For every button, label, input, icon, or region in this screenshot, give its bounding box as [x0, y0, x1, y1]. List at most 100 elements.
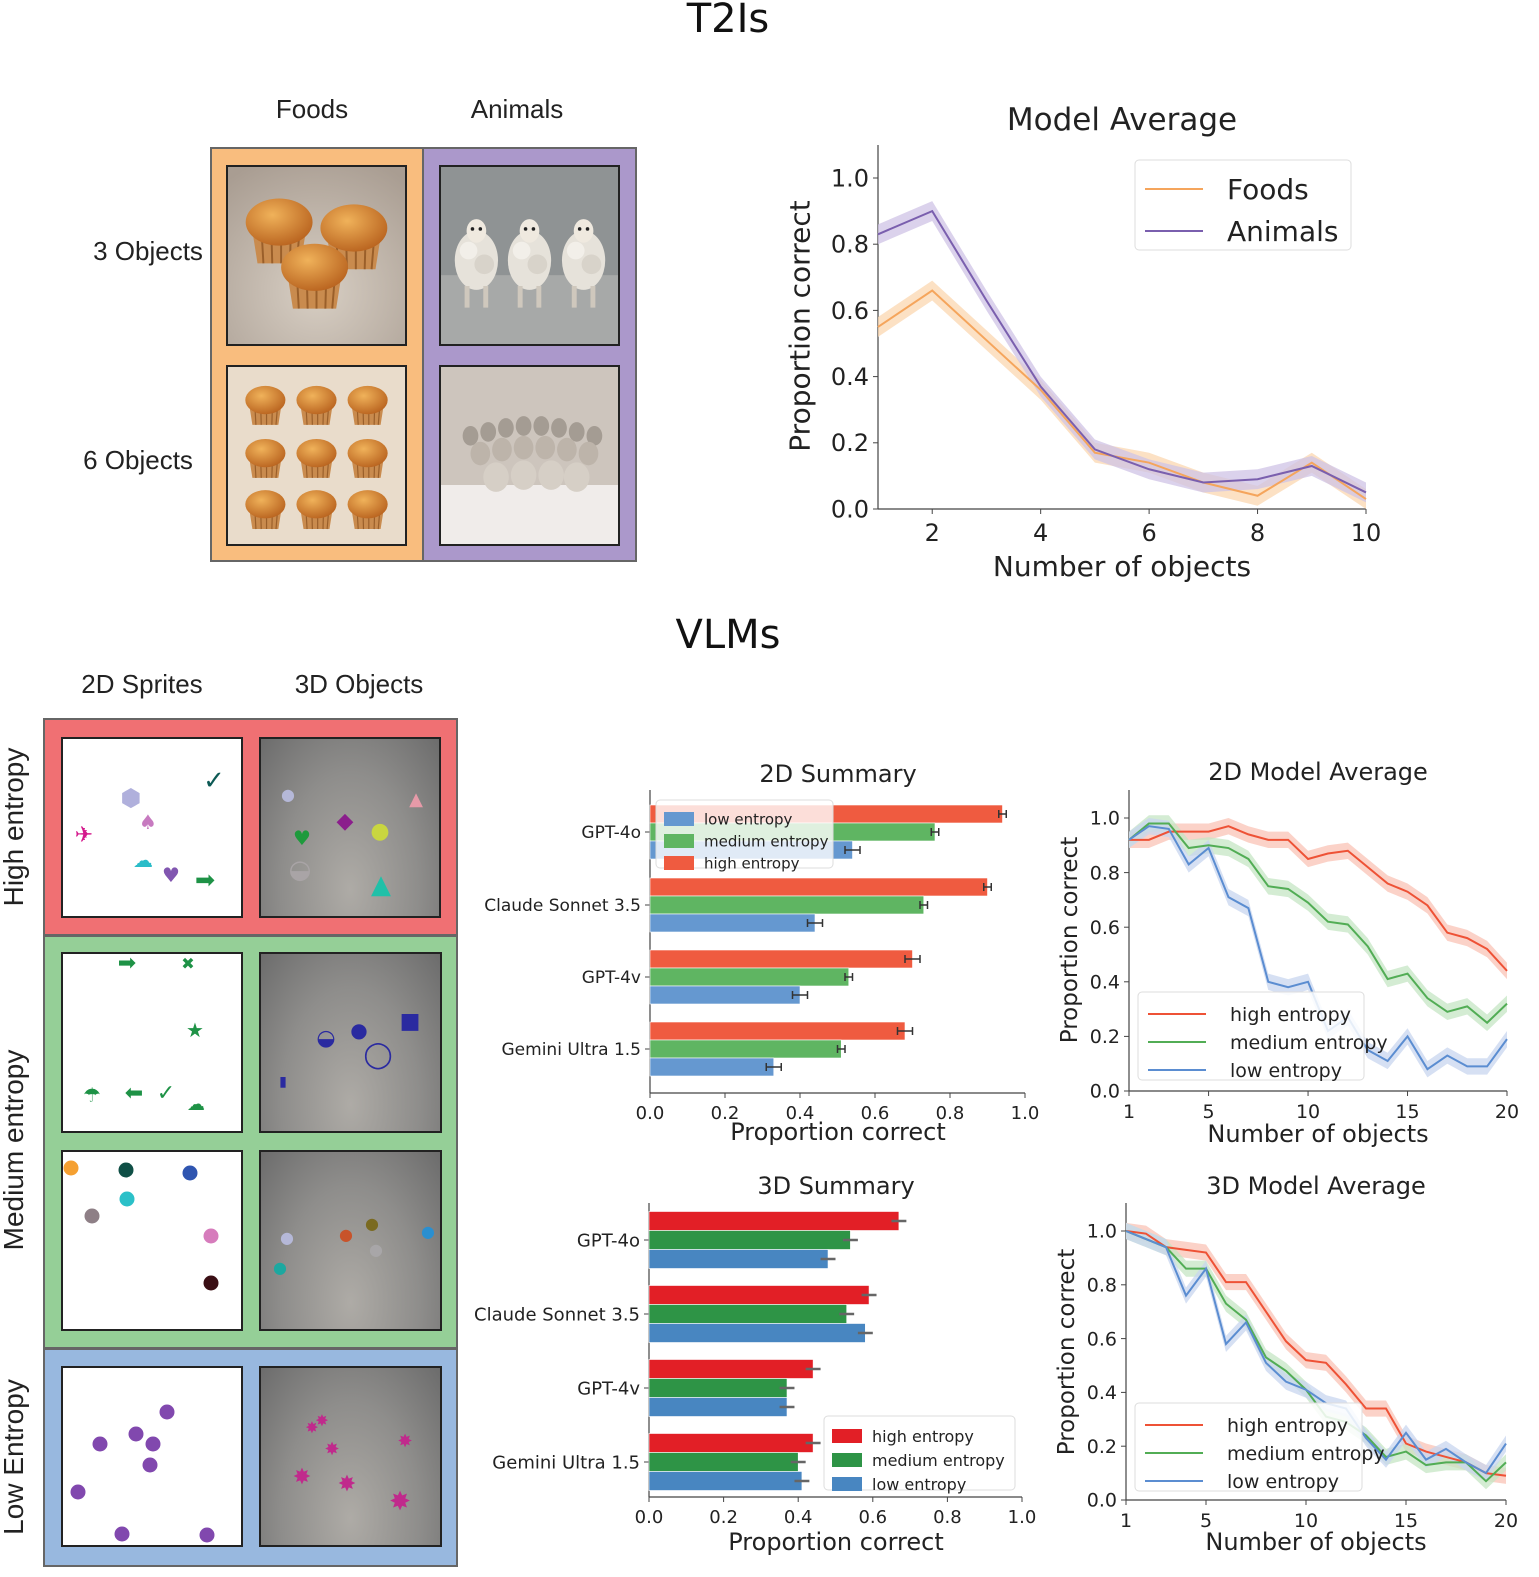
y-tick-label: 0.2 [1090, 1026, 1120, 1048]
low-entropy-2d-image [61, 1366, 243, 1547]
vlm-section-title: VLMs [675, 612, 781, 658]
rocket-object: ▲ [409, 789, 423, 810]
category-label: Claude Sonnet 3.5 [474, 1304, 640, 1325]
x-axis-label: Number of objects [992, 550, 1252, 583]
torus-object: ◯ [363, 1040, 393, 1070]
x-axis-label: Number of objects [1205, 1528, 1427, 1556]
bar [649, 1057, 775, 1077]
cone-object: ▲ [371, 870, 391, 900]
category-label: GPT-4o [577, 1230, 640, 1251]
dot [159, 1404, 175, 1420]
three-muffins-image [226, 165, 407, 346]
legend-label: medium entropy [704, 832, 829, 850]
y-tick-label: 0.2 [1087, 1436, 1117, 1458]
dot [203, 1275, 219, 1291]
dot [199, 1527, 215, 1543]
series-line [1129, 825, 1508, 972]
legend-label: low entropy [704, 810, 793, 828]
bar [648, 1230, 851, 1250]
chart-title: 3D Summary [757, 1172, 915, 1200]
chart-title: 2D Model Average [1208, 758, 1428, 786]
x-axis-label: Proportion correct [728, 1528, 944, 1556]
y-tick-label: 0.0 [1090, 1081, 1120, 1103]
dot [128, 1426, 144, 1442]
dot [145, 1436, 161, 1452]
legend-label: low entropy [872, 1475, 966, 1494]
x-tick-label: 0.8 [933, 1507, 962, 1528]
high-entropy-3d-image [259, 737, 441, 918]
category-label: GPT-4v [582, 968, 641, 988]
x-tick-label: 0.6 [858, 1507, 887, 1528]
bar [648, 1433, 814, 1453]
hexagon-icon: ⬢ [120, 784, 142, 812]
x-tick-label: 15 [1394, 1510, 1418, 1532]
drop-object: ● [339, 1225, 353, 1244]
category-label: GPT-4o [581, 823, 641, 843]
cross-icon: ✖ [181, 954, 195, 973]
legend-box [655, 799, 834, 869]
bar [649, 949, 913, 969]
x-tick-label: 4 [1033, 519, 1048, 547]
x-axis-label: Number of objects [1207, 1120, 1429, 1148]
heart-object: ♥ [293, 826, 311, 850]
x-tick-label: 20 [1494, 1510, 1518, 1532]
legend-label: low entropy [1230, 1060, 1342, 1082]
chart-title: Model Average [1006, 102, 1238, 138]
bar [648, 1285, 870, 1305]
category-label: GPT-4v [577, 1378, 640, 1399]
cloud-icon: ☁ [133, 848, 153, 872]
x-tick-label: 8 [1250, 519, 1265, 547]
x-tick-label: 0.0 [636, 1103, 665, 1124]
star-object: ✸ [397, 1431, 413, 1452]
spade-icon: ♠ [139, 810, 157, 834]
bowl-object: ◒ [316, 1026, 336, 1051]
confidence-band [1126, 1222, 1506, 1490]
legend-swatch [832, 1477, 862, 1491]
x-tick-label: 1.0 [1008, 1507, 1037, 1528]
high-entropy-2d-image [61, 737, 243, 918]
arrow-left-icon: ⬅ [124, 1081, 144, 1106]
legend-label: Foods [1227, 173, 1309, 206]
bar [649, 1039, 842, 1059]
medium-entropy-2d-sprites-image [61, 952, 243, 1133]
heart-icon: ♥ [162, 863, 180, 887]
y-tick-label: 0.8 [1090, 862, 1120, 884]
bar [649, 913, 816, 933]
low-entropy-3d-image [259, 1366, 442, 1547]
checkmark-icon: ✓ [156, 1081, 176, 1106]
drop-object: ● [369, 1240, 383, 1259]
y-tick-label: 0.6 [831, 297, 869, 325]
x-tick-label: 6 [1141, 519, 1156, 547]
bar [648, 1378, 788, 1398]
legend-swatch [832, 1429, 862, 1443]
drop-object: ● [365, 1214, 379, 1233]
cylinder-object: ■ [399, 1009, 421, 1034]
legend-label: high entropy [872, 1427, 974, 1446]
y-tick-label: 1.0 [1087, 1221, 1117, 1243]
medium-entropy-3d-drops-image [259, 1150, 442, 1331]
star-icon: ★ [186, 1018, 204, 1042]
column-label-animals: Animals [470, 94, 564, 124]
dot [203, 1228, 219, 1244]
confidence-band [1129, 815, 1507, 1031]
sphere-object: ● [350, 1018, 368, 1042]
x-tick-label: 0.4 [786, 1103, 815, 1124]
legend-swatch [832, 1453, 862, 1467]
y-tick-label: 1.0 [831, 164, 869, 192]
bar [648, 1304, 847, 1324]
x-tick-label: 0.0 [635, 1507, 664, 1528]
x-tick-label: 2 [925, 519, 940, 547]
y-tick-label: 0.6 [1090, 917, 1120, 939]
series-line [1125, 1230, 1507, 1477]
bar [648, 1211, 900, 1231]
airplane-icon: ✈ [74, 823, 94, 848]
legend-swatch [664, 834, 694, 848]
arrow-right-icon: ➡ [117, 951, 137, 976]
bar [649, 895, 925, 915]
legend-box [823, 1415, 1016, 1491]
umbrella-icon: ☂ [83, 1083, 101, 1107]
x-tick-label: 1.0 [1011, 1103, 1040, 1124]
dot [142, 1457, 158, 1473]
bar [648, 1452, 799, 1472]
